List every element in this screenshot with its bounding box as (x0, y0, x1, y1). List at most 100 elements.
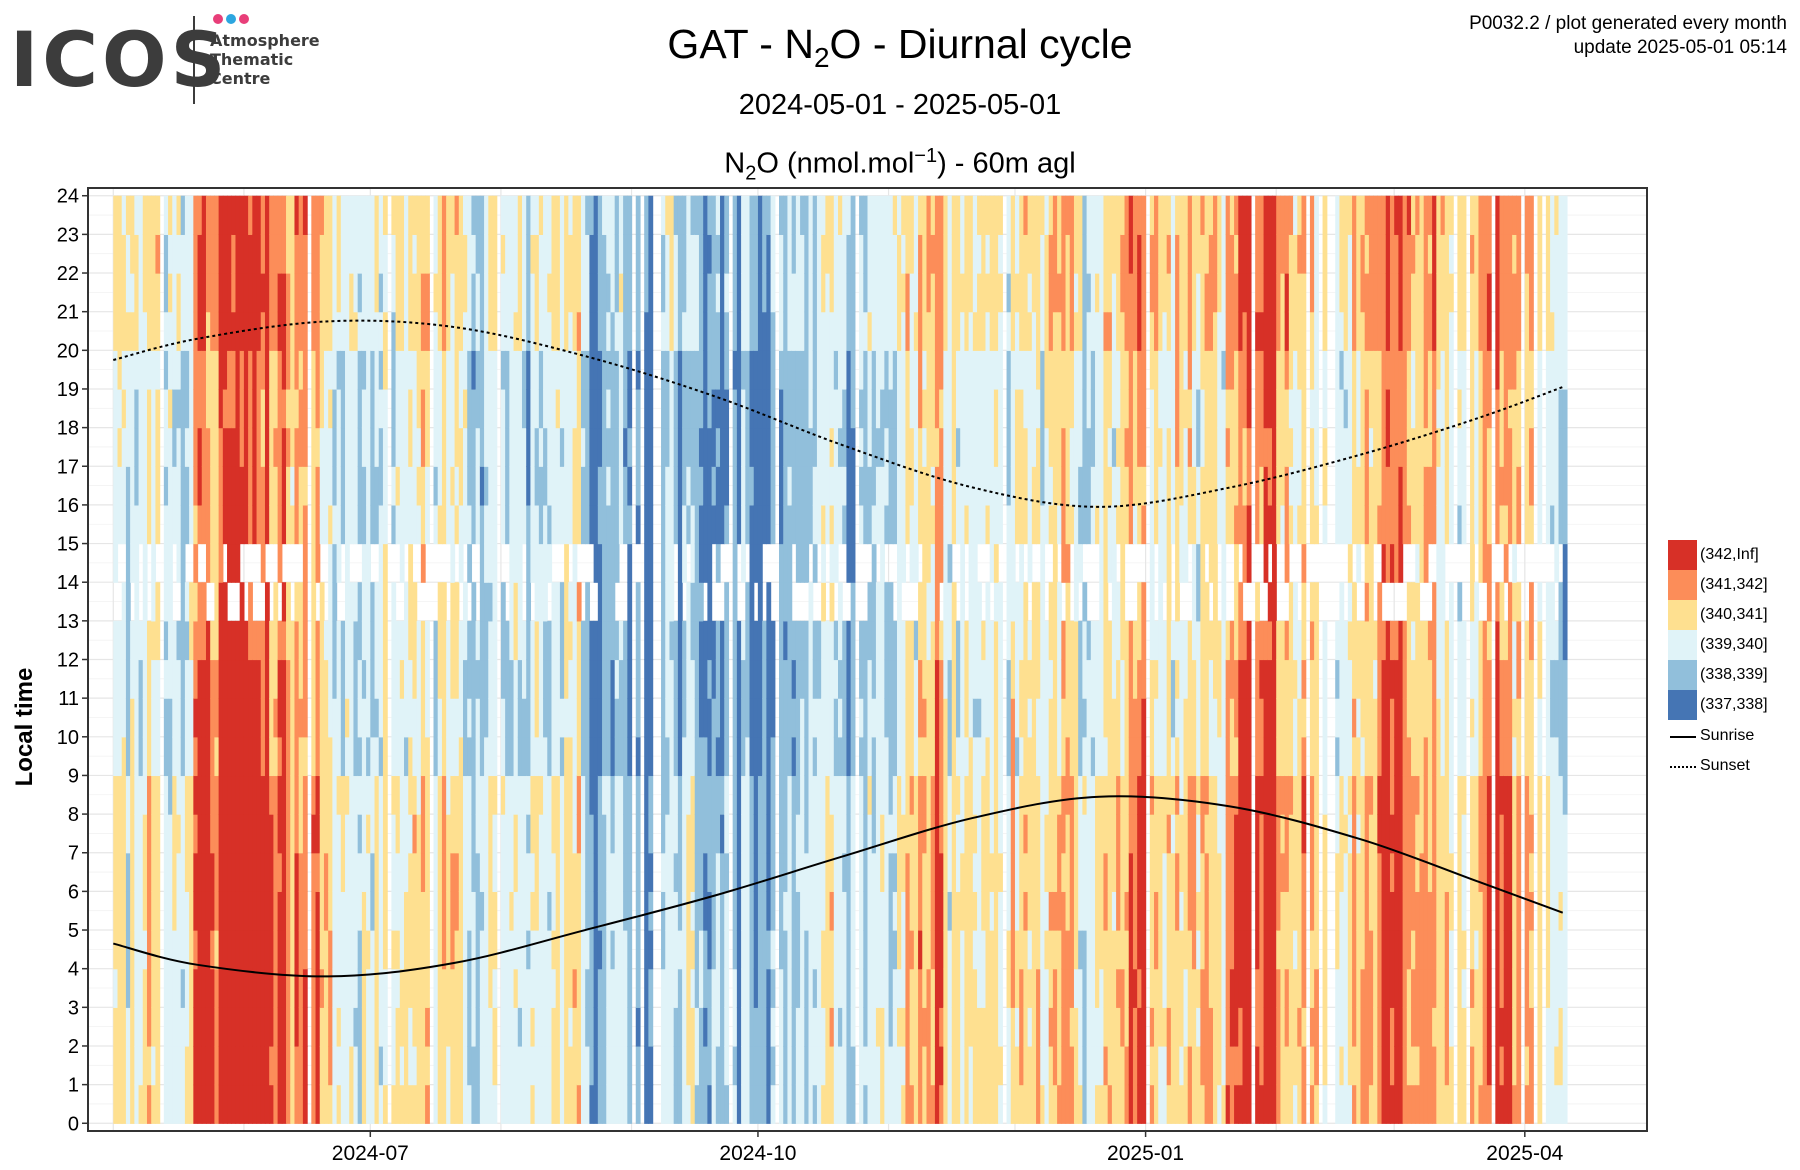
heatmap-cell (298, 1084, 304, 1124)
heatmap-cell (146, 814, 152, 854)
heatmap-cell (184, 234, 190, 274)
heatmap-cell (661, 1007, 666, 1047)
heatmap-cell (534, 775, 540, 815)
heatmap-cell (564, 775, 569, 815)
heatmap-cell (816, 852, 822, 892)
heatmap-cell (277, 968, 283, 1008)
heatmap-cell (176, 350, 182, 390)
heatmap-cell (138, 736, 144, 777)
heatmap-cell (538, 234, 544, 274)
heatmap-cell (420, 968, 426, 1008)
heatmap-cell (543, 814, 548, 854)
heatmap-cell (328, 388, 333, 429)
heatmap-cell (168, 659, 173, 699)
heatmap-cell (412, 311, 418, 351)
heatmap-cell (349, 273, 355, 313)
heatmap-cell (968, 234, 974, 274)
heatmap-cell (690, 930, 696, 970)
heatmap-cell (286, 852, 291, 892)
heatmap-cell (184, 466, 190, 506)
heatmap-cell (121, 350, 127, 390)
heatmap-cell (585, 968, 591, 1008)
heatmap-cell (580, 1007, 586, 1047)
heatmap-cell (543, 930, 548, 970)
heatmap-cell (1010, 814, 1016, 854)
heatmap-cell (618, 1007, 624, 1047)
heatmap-cell (113, 427, 119, 467)
heatmap-cell (977, 620, 982, 661)
heatmap-cell (142, 814, 148, 854)
heatmap-cell (825, 968, 831, 1008)
heatmap-cell (665, 350, 671, 390)
heatmap-cell (1057, 930, 1062, 970)
heatmap-cell (345, 427, 350, 467)
heatmap-cell (340, 466, 346, 506)
heatmap-cell (720, 968, 725, 1008)
heatmap-cell (665, 775, 671, 815)
heatmap-cell (610, 466, 616, 506)
heatmap-cell (323, 1084, 329, 1124)
heatmap-cell (374, 930, 380, 970)
heatmap-cell (863, 504, 869, 545)
heatmap-cell (433, 273, 439, 313)
heatmap-cell (1019, 1045, 1024, 1086)
heatmap-cell (833, 620, 839, 661)
heatmap-cell (808, 968, 814, 1008)
heatmap-cell (926, 852, 932, 892)
heatmap-cell (955, 273, 961, 313)
heatmap-cell (184, 659, 190, 699)
heatmap-cell (1052, 1007, 1058, 1047)
heatmap-cell (484, 234, 489, 274)
heatmap-cell (214, 814, 220, 854)
heatmap-cell (286, 388, 291, 429)
heatmap-cell (711, 1045, 717, 1086)
heatmap-cell (896, 814, 902, 854)
heatmap-cell (222, 388, 228, 429)
heatmap-cell (779, 350, 784, 390)
heatmap-cell (757, 195, 763, 235)
heatmap-cell (694, 659, 700, 699)
heatmap-cell (715, 311, 721, 351)
heatmap-cell (926, 968, 932, 1008)
heatmap-cell (130, 273, 135, 313)
heatmap-cell (753, 234, 759, 274)
heatmap-cell (669, 1045, 675, 1086)
heatmap-cell (146, 968, 152, 1008)
heatmap-cell (513, 968, 519, 1008)
heatmap-cell (547, 891, 553, 931)
heatmap-cell (985, 273, 991, 313)
heatmap-cell (964, 1007, 970, 1047)
heatmap-cell (745, 427, 751, 467)
heatmap-cell (547, 234, 553, 274)
heatmap-cell (682, 698, 687, 738)
heatmap-cell (138, 234, 144, 274)
heatmap-cell (1027, 1045, 1033, 1086)
heatmap-cell (711, 775, 717, 815)
heatmap-cell (505, 736, 510, 777)
heatmap-cell (757, 620, 763, 661)
heatmap-cell (555, 698, 561, 738)
logo-dot (226, 14, 236, 24)
heatmap-cell (669, 466, 675, 506)
heatmap-cell (846, 1084, 852, 1124)
heatmap-cell (155, 504, 161, 545)
heatmap-cell (1019, 698, 1024, 738)
heatmap-cell (336, 504, 342, 545)
heatmap-cell (273, 659, 279, 699)
heatmap-cell (867, 891, 873, 931)
heatmap-cell (311, 1084, 317, 1124)
heatmap-cell (901, 234, 907, 274)
heatmap-cell (749, 1007, 755, 1047)
heatmap-cell (757, 814, 763, 854)
heatmap-cell (176, 1084, 182, 1124)
heatmap-cell (766, 504, 772, 545)
heatmap-cell (315, 466, 321, 506)
heatmap-cell (787, 311, 793, 351)
heatmap-cell (715, 388, 721, 429)
heatmap-cell (749, 930, 755, 970)
heatmap-cell (572, 195, 578, 235)
heatmap-cell (821, 814, 826, 854)
plot-metadata: P0032.2 / plot generated every month upd… (1469, 12, 1787, 60)
heatmap-cell (319, 1045, 325, 1086)
heatmap-cell (875, 736, 881, 777)
